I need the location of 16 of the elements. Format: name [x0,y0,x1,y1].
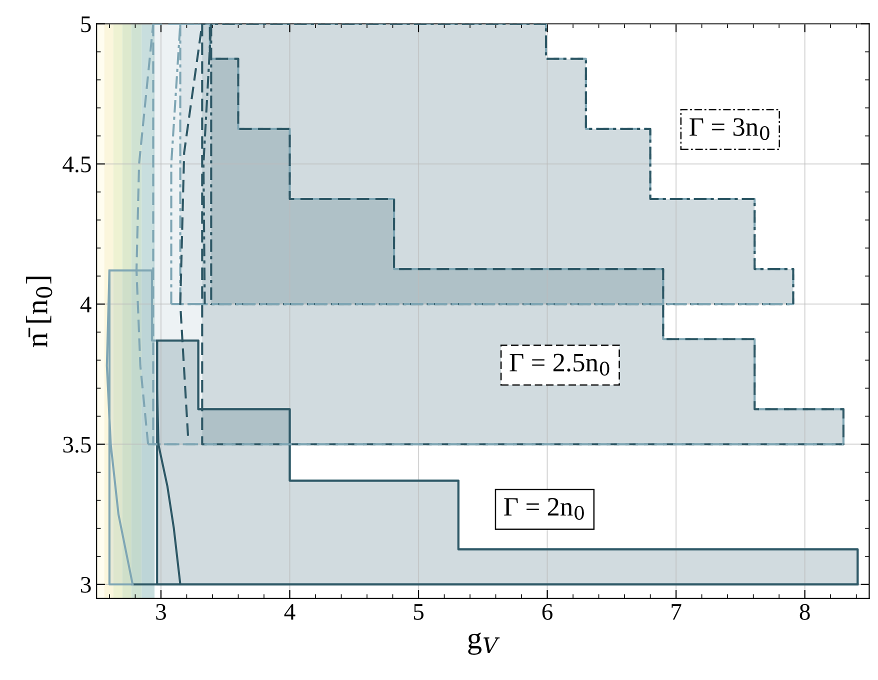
x-tick-label: 4 [284,604,296,620]
x-tick-label: 7 [672,604,682,620]
annotation: Γ = 2n$_{0}$ [504,498,584,520]
x-tick-label: 6 [542,604,552,620]
annotation: Γ = 3n$_{0}$ [690,118,770,140]
x-tick-label: 8 [800,604,810,620]
y-tick-label: 4.5 [62,156,91,172]
x-tick-label: 5 [414,604,424,620]
annotation: Γ = 2.5n$_{0}$ [510,354,610,376]
y-tick-label: 4 [80,296,92,312]
x-tick-label: 3 [156,604,166,620]
y-axis-title: n̄ [n$_{0}$] [26,276,52,348]
y-tick-label: 3.5 [63,436,91,453]
y-tick-label: 5 [81,16,91,32]
x-axis-title: g$_{V}$ [468,632,500,655]
y-tick-label: 3 [81,576,91,593]
